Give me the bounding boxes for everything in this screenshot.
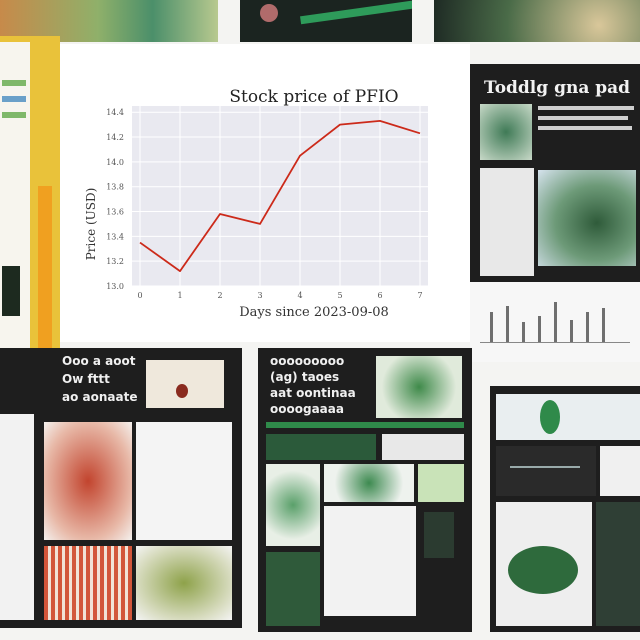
poster-anatomy-image (44, 422, 132, 540)
y-tick-label: 13.4 (106, 232, 124, 241)
poster-title-line-1: Ooo a aoot (62, 354, 136, 368)
y-tick-label: 13.8 (106, 183, 124, 192)
poster-title: Toddlg gna pad (484, 78, 631, 98)
poster-bottom-right (490, 386, 640, 632)
poster-title-line-4: oooogaaaa (270, 402, 344, 416)
y-tick-label: 13.0 (106, 282, 124, 291)
plot-area (132, 106, 428, 286)
x-tick-label: 0 (137, 291, 142, 300)
poster-creature-image (508, 546, 578, 594)
x-axis-label: Days since 2023-09-08 (239, 305, 389, 320)
x-tick-label: 1 (177, 291, 182, 300)
x-tick-label: 4 (297, 291, 302, 300)
collage-tile-top-2 (240, 0, 412, 42)
y-tick-label: 14.2 (106, 133, 124, 142)
chart-panel: Stock price of PFIO Days since 2023-09-0… (60, 44, 470, 342)
series-line (139, 119, 421, 273)
poster-image (480, 104, 532, 160)
y-tick-label: 13.6 (106, 208, 124, 217)
y-tick-label: 13.2 (106, 257, 124, 266)
chart-title: Stock price of PFIO (229, 87, 398, 107)
bar-chart-fragment (470, 282, 640, 362)
poster-title-line-3: ao aonaate (62, 390, 138, 404)
x-tick-label: 3 (257, 291, 262, 300)
x-tick-label: 7 (417, 291, 422, 300)
x-tick-label: 6 (377, 291, 382, 300)
y-tick-label: 14.0 (106, 158, 124, 167)
y-axis-label: Price (USD) (84, 188, 98, 261)
y-tick-label: 14.4 (106, 108, 124, 117)
poster-plant-image-1 (266, 464, 320, 546)
poster-title-line-2: (ag) taoes (270, 370, 340, 384)
poster-green-image (136, 546, 232, 620)
x-tick-label: 2 (217, 291, 222, 300)
poster-hero-image (538, 170, 636, 266)
poster-thumbnail (376, 356, 462, 418)
poster-bottom-middle: ooooooooo (ag) taoes aat oontinaa ooooga… (258, 348, 472, 632)
poster-bottom-left: Ooo a aoot Ow fttt ao aonaate (0, 348, 242, 628)
x-tick-label: 5 (337, 291, 342, 300)
line-chart: Stock price of PFIO Days since 2023-09-0… (84, 87, 428, 320)
poster-title-line-3: aat oontinaa (270, 386, 356, 400)
poster-ribs-image (44, 546, 132, 620)
poster-plant-image-2 (324, 464, 414, 502)
poster-title-line-1: ooooooooo (270, 354, 345, 368)
collage-tile-top-3 (434, 0, 640, 42)
poster-top-right: Toddlg gna pad (470, 64, 640, 282)
collage-tile-top-1 (0, 0, 218, 42)
poster-title-line-2: Ow fttt (62, 372, 110, 386)
